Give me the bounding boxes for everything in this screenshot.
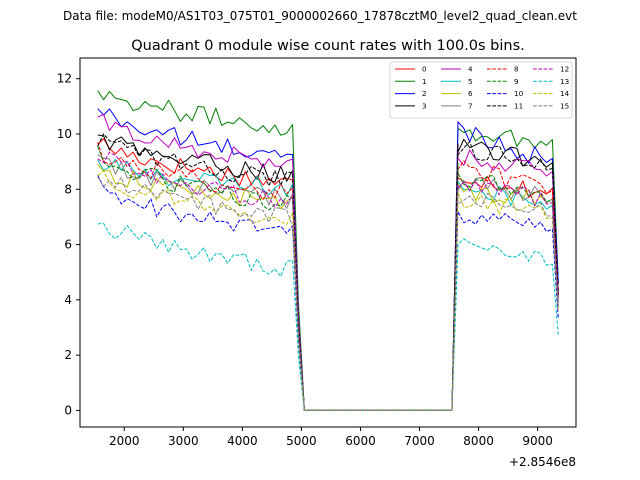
series-line-12 [97, 151, 559, 411]
x-tick-label: 4000 [227, 434, 258, 448]
legend-label-1: 1 [422, 77, 427, 86]
axes-frame [79, 57, 577, 428]
series-line-13 [97, 222, 559, 411]
series-line-11 [97, 133, 559, 411]
series-layer [97, 90, 559, 411]
y-tick-label: 4 [64, 293, 72, 307]
y-tick-label: 8 [64, 182, 72, 196]
legend-label-12: 12 [560, 65, 569, 74]
y-axis: 0 2 4 6 8 10 12 [57, 72, 80, 417]
legend-label-6: 6 [468, 89, 473, 98]
series-line-5 [97, 158, 559, 411]
x-tick-label: 8000 [463, 434, 494, 448]
legend-label-15: 15 [560, 102, 569, 111]
y-tick-label: 0 [64, 403, 72, 417]
series-line-4 [97, 113, 559, 411]
legend-box [389, 61, 573, 119]
x-tick-label: 2000 [109, 434, 140, 448]
x-tick-label: 3000 [168, 434, 199, 448]
series-line-1 [97, 90, 559, 411]
series-line-7 [97, 154, 559, 411]
legend-label-3: 3 [422, 102, 427, 111]
legend-label-5: 5 [468, 77, 473, 86]
legend-label-10: 10 [514, 89, 524, 98]
legend-label-9: 9 [514, 77, 519, 86]
y-tick-label: 12 [57, 72, 72, 86]
x-tick-label: 7000 [404, 434, 435, 448]
legend-label-8: 8 [514, 65, 519, 74]
legend-label-4: 4 [468, 65, 473, 74]
series-line-14 [97, 170, 559, 411]
y-tick-label: 10 [57, 127, 72, 141]
y-tick-label: 2 [64, 348, 72, 362]
legend-label-2: 2 [422, 89, 427, 98]
x-axis-offset-label: +2.8546e8 [509, 455, 576, 469]
x-tick-label: 9000 [522, 434, 553, 448]
y-tick-label: 6 [64, 238, 72, 252]
legend-label-7: 7 [468, 102, 473, 111]
legend-label-11: 11 [514, 102, 523, 111]
chart-title: Quadrant 0 module wise count rates with … [131, 38, 525, 54]
legend-label-14: 14 [560, 89, 570, 98]
series-line-0 [97, 138, 559, 411]
series-line-10 [97, 175, 559, 411]
series-line-2 [97, 108, 559, 411]
figure-suptitle: Data file: modeM0/AS1T03_075T01_90000026… [63, 9, 577, 23]
x-tick-label: 5000 [286, 434, 317, 448]
legend-label-13: 13 [560, 77, 569, 86]
x-tick-label: 6000 [345, 434, 376, 448]
legend-label-0: 0 [422, 65, 427, 74]
series-line-15 [97, 176, 559, 411]
plot-area: 2000 3000 4000 5000 6000 7000 8000 9000 0246810… [57, 57, 577, 469]
x-axis: 2000 3000 4000 5000 6000 7000 8000 9000 [109, 427, 553, 448]
series-line-9 [97, 146, 559, 411]
